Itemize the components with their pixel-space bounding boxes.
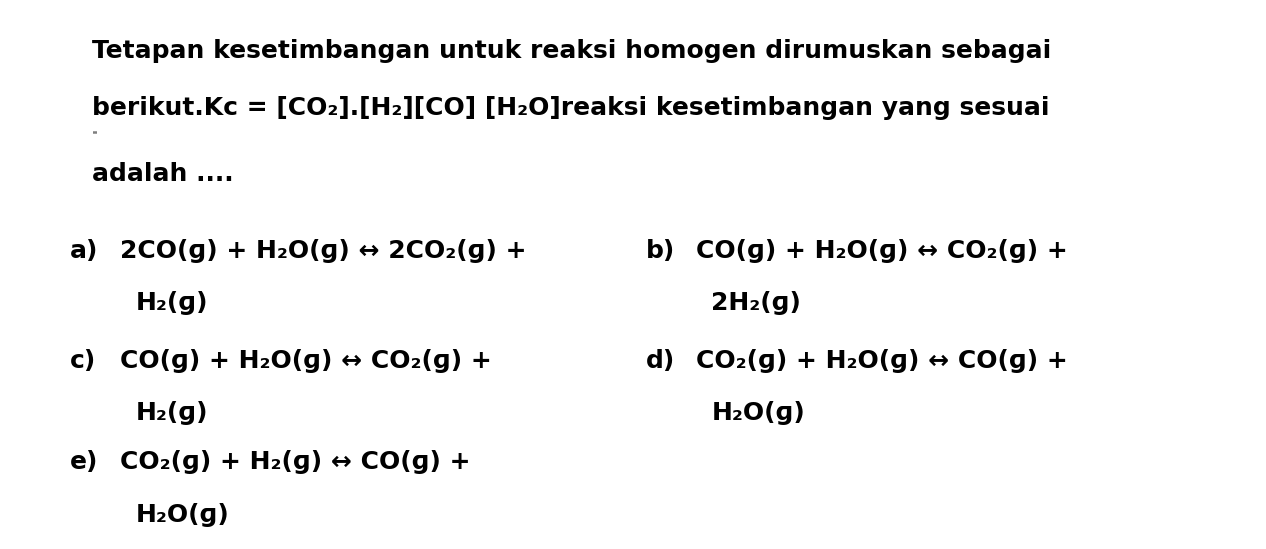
Text: a): a) [70, 239, 97, 263]
Text: CO₂(ɡ) + H₂(ɡ) ↔ CO(ɡ) +: CO₂(ɡ) + H₂(ɡ) ↔ CO(ɡ) + [120, 450, 471, 474]
Text: c): c) [70, 349, 96, 373]
Text: H₂O(ɡ): H₂O(ɡ) [711, 401, 805, 425]
Text: b): b) [646, 239, 675, 263]
Text: Tetapan kesetimbangan untuk reaksi homogen dirumuskan sebagai: Tetapan kesetimbangan untuk reaksi homog… [92, 38, 1052, 63]
Text: 2H₂(ɡ): 2H₂(ɡ) [711, 291, 801, 315]
Text: adalah ....: adalah .... [92, 162, 234, 186]
Text: CO(ɡ) + H₂O(ɡ) ↔ CO₂(ɡ) +: CO(ɡ) + H₂O(ɡ) ↔ CO₂(ɡ) + [120, 349, 492, 373]
Text: d): d) [646, 349, 675, 373]
Text: e): e) [70, 450, 97, 474]
Text: CO(ɡ) + H₂O(ɡ) ↔ CO₂(ɡ) +: CO(ɡ) + H₂O(ɡ) ↔ CO₂(ɡ) + [696, 239, 1069, 263]
Text: 2CO(ɡ) + H₂O(ɡ) ↔ 2CO₂(ɡ) +: 2CO(ɡ) + H₂O(ɡ) ↔ 2CO₂(ɡ) + [120, 239, 527, 263]
Text: CO₂(ɡ) + H₂O(ɡ) ↔ CO(ɡ) +: CO₂(ɡ) + H₂O(ɡ) ↔ CO(ɡ) + [696, 349, 1069, 373]
Text: H₂(ɡ): H₂(ɡ) [135, 291, 208, 315]
Text: H₂O(ɡ): H₂O(ɡ) [135, 502, 229, 526]
Text: H₂(ɡ): H₂(ɡ) [135, 401, 208, 425]
Text: berikut.Kc = [CO₂].[H₂][CO] [H₂O]reaksi kesetimbangan yang sesuai: berikut.Kc = [CO₂].[H₂][CO] [H₂O]reaksi … [92, 96, 1050, 120]
